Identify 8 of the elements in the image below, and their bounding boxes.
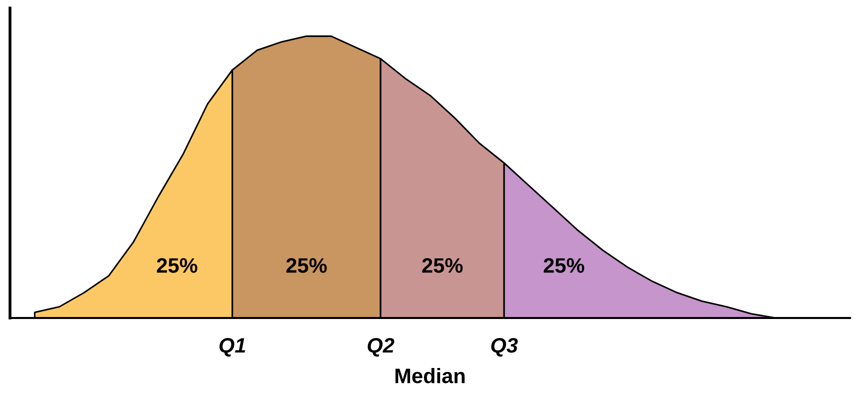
x-tick-label: Q2 bbox=[368, 338, 394, 357]
annotation: 25% bbox=[156, 258, 198, 273]
x-axis-title: Median bbox=[396, 368, 465, 384]
x-tick-label: Q3 bbox=[491, 338, 518, 357]
x-tick-label: Q1 bbox=[219, 338, 246, 357]
annotation: 25% bbox=[286, 258, 327, 273]
annotation: 25% bbox=[544, 258, 584, 273]
annotation: 25% bbox=[422, 258, 463, 273]
